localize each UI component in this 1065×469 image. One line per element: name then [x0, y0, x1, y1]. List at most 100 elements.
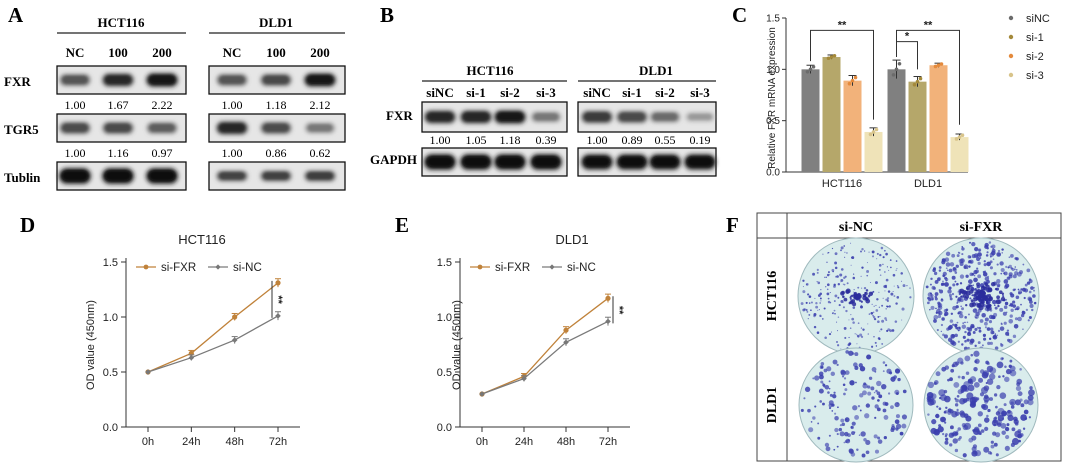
colony [894, 368, 901, 374]
colony [857, 405, 861, 408]
colony-cluster [990, 281, 996, 287]
colony [827, 297, 830, 300]
colony [816, 281, 818, 283]
y-tick-label: 0.5 [766, 116, 780, 127]
colony [1010, 401, 1014, 405]
colony [890, 405, 894, 410]
colony [808, 313, 811, 316]
blot-band-core [263, 172, 289, 179]
blot-fxr-hct116 [421, 101, 568, 133]
data-point [936, 63, 941, 68]
colony [906, 284, 908, 287]
colony [828, 387, 831, 390]
panel-d-line-chart: D HCT116 OD value (450nm) 0.0 0.5 1.0 1.5 0h… [20, 213, 300, 448]
panel-b-lane-label: si-1 [622, 85, 642, 100]
colony [989, 266, 993, 270]
data-point [918, 76, 923, 81]
blot-band-core [463, 156, 489, 167]
colony [969, 338, 975, 344]
colony [874, 370, 877, 373]
blot-band-core [219, 123, 245, 132]
colony [877, 316, 880, 318]
colony [961, 247, 965, 251]
colony [802, 286, 804, 288]
colony [943, 410, 947, 414]
colony [1005, 286, 1008, 289]
colony [1030, 286, 1034, 290]
series-line-si-FXR [481, 297, 609, 395]
colony [938, 266, 942, 269]
x-tick-label: 0h [476, 436, 488, 448]
legend-label: siNC [1026, 13, 1050, 25]
colony [826, 292, 830, 296]
colony [989, 341, 993, 345]
blot-band-core [652, 156, 678, 167]
colony [882, 408, 887, 413]
colony [867, 385, 871, 389]
colony [938, 305, 941, 308]
colony [901, 414, 908, 420]
colony [826, 366, 832, 372]
x-tick-label: 72h [599, 436, 617, 448]
colony [980, 403, 986, 409]
legend-marker [549, 264, 555, 270]
data-point [939, 62, 944, 66]
data-point [868, 132, 873, 137]
colony [844, 251, 846, 253]
colony [888, 305, 891, 308]
colony [975, 311, 980, 317]
colony [848, 350, 854, 356]
blot-band-core [533, 156, 559, 167]
colony [996, 279, 1001, 284]
colony [962, 453, 967, 458]
panel-a-western-blot: A HCT116 DLD1 NC 100 200 NC 100 200 FXR … [4, 3, 346, 191]
legend-marker [1008, 53, 1014, 59]
colony [989, 397, 994, 401]
colony [896, 296, 900, 299]
colony-cluster [842, 295, 845, 299]
colony [816, 268, 819, 271]
colony [984, 276, 990, 282]
colony-cluster [976, 282, 981, 287]
colony [883, 415, 889, 420]
colony [994, 333, 997, 335]
y-tick-label: 1.0 [766, 65, 780, 76]
colony [837, 316, 840, 318]
colony [977, 341, 981, 345]
blot-band-core [497, 112, 523, 121]
colony-cluster [965, 303, 968, 307]
colony [825, 286, 827, 288]
colony [1000, 422, 1007, 429]
colony [940, 323, 944, 327]
colony [857, 322, 860, 325]
panel-f-letter: F [726, 213, 739, 237]
colony-cluster [863, 294, 867, 298]
colony [873, 391, 876, 394]
colony [825, 276, 827, 278]
colony [999, 326, 1005, 331]
colony [838, 427, 843, 432]
colony [980, 429, 985, 433]
data-point [957, 135, 962, 139]
panel-b-row-label-gapdh: GAPDH [370, 152, 417, 167]
colony [879, 330, 881, 332]
colony [1011, 437, 1020, 445]
colony-cluster [984, 282, 988, 286]
colony [959, 274, 965, 279]
colony [941, 258, 946, 263]
colony [952, 283, 956, 287]
colony [971, 272, 975, 276]
colony [1028, 416, 1032, 419]
panel-b-fxr-value: 1.18 [500, 133, 521, 147]
colony [896, 268, 898, 270]
colony [826, 273, 830, 277]
colony [933, 314, 939, 320]
colony [844, 388, 848, 392]
colony [943, 309, 948, 313]
colony [886, 329, 889, 332]
colony [1003, 305, 1008, 309]
colony [959, 282, 963, 285]
colony [879, 315, 881, 318]
colony [862, 383, 868, 389]
blot-band-core [150, 124, 174, 132]
